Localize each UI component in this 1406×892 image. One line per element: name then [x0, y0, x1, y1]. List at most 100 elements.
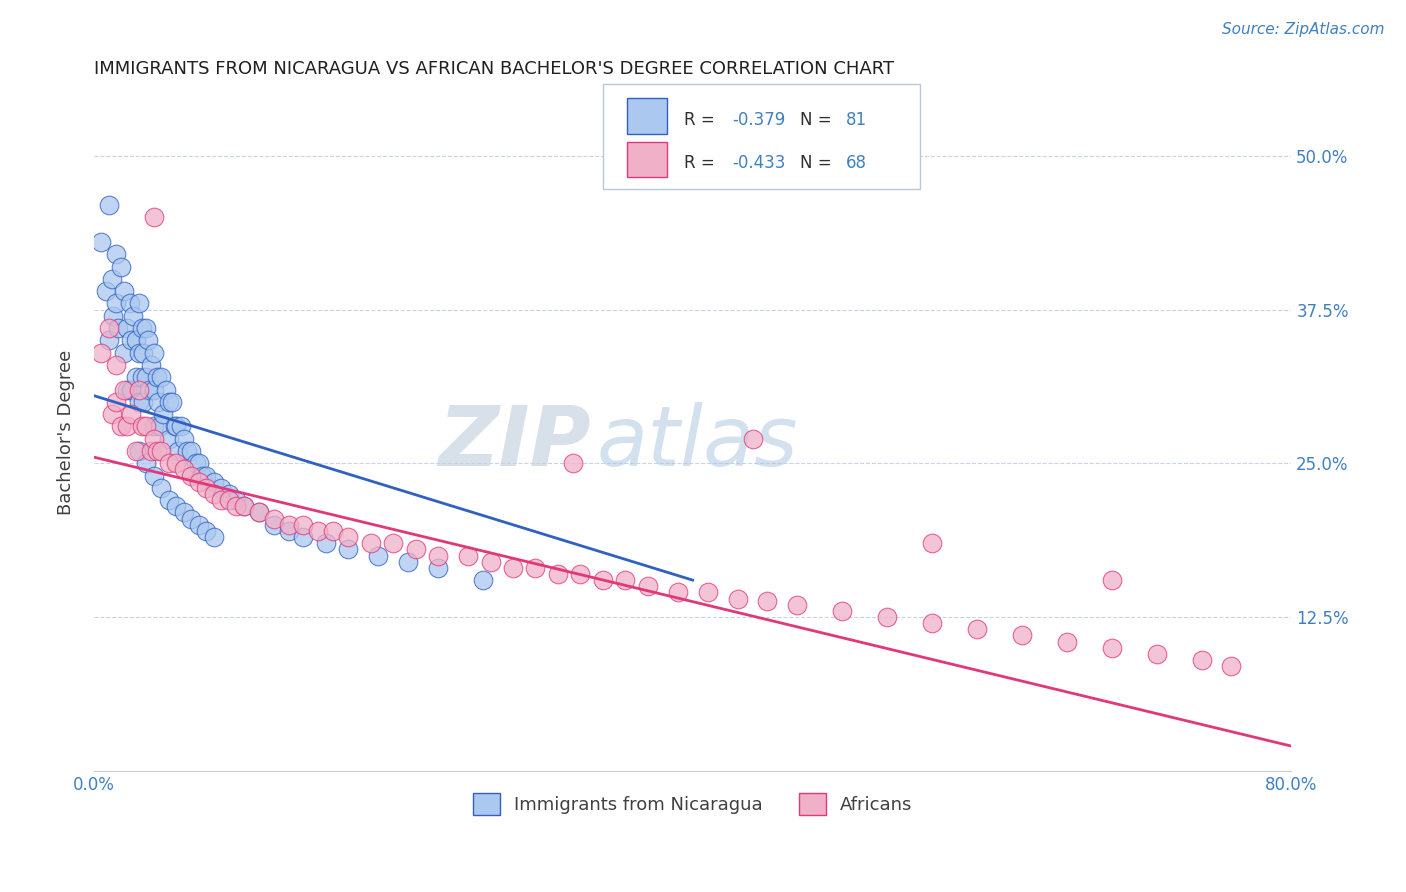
Point [396, 555, 419, 569]
Point [105, 247, 128, 261]
Point [112, 284, 135, 298]
Point [135, 321, 157, 335]
Point [322, 524, 344, 538]
Point [101, 407, 124, 421]
Point [479, 555, 502, 569]
Point [125, 334, 148, 348]
Text: ZIP: ZIP [439, 402, 591, 483]
Point [165, 456, 187, 470]
Point [97, 198, 120, 212]
Point [756, 594, 779, 608]
Point [277, 517, 299, 532]
Point [131, 321, 153, 335]
Point [202, 530, 225, 544]
Point [105, 358, 128, 372]
FancyBboxPatch shape [627, 98, 668, 134]
Point [110, 260, 132, 274]
Point [132, 394, 155, 409]
Point [166, 444, 188, 458]
Point [202, 487, 225, 501]
Point [120, 383, 142, 397]
Point [112, 383, 135, 397]
Point [173, 506, 195, 520]
Point [218, 487, 240, 501]
Point [103, 309, 125, 323]
Point [170, 419, 193, 434]
Point [405, 542, 427, 557]
Point [128, 444, 150, 458]
Point [128, 345, 150, 359]
Point [232, 500, 254, 514]
Point [666, 585, 689, 599]
Point [155, 383, 177, 397]
Point [263, 511, 285, 525]
Point [307, 524, 329, 538]
Point [1220, 659, 1243, 673]
Point [427, 549, 450, 563]
Point [1146, 647, 1168, 661]
Point [876, 610, 898, 624]
Point [146, 370, 169, 384]
Point [157, 394, 180, 409]
Point [90, 345, 112, 359]
Point [139, 444, 162, 458]
Point [152, 407, 174, 421]
Point [139, 358, 162, 372]
Point [831, 604, 853, 618]
Point [921, 536, 943, 550]
Point [592, 573, 614, 587]
Point [1101, 573, 1123, 587]
Point [150, 370, 173, 384]
Point [138, 383, 160, 397]
Point [786, 598, 808, 612]
Point [966, 622, 988, 636]
FancyBboxPatch shape [603, 84, 920, 189]
Point [142, 345, 165, 359]
Legend: Immigrants from Nicaragua, Africans: Immigrants from Nicaragua, Africans [465, 786, 920, 822]
Point [110, 419, 132, 434]
Point [218, 493, 240, 508]
Point [121, 309, 143, 323]
Point [187, 475, 209, 489]
Point [150, 481, 173, 495]
Point [163, 419, 186, 434]
Text: N =: N = [800, 112, 838, 129]
Point [382, 536, 405, 550]
Point [94, 284, 117, 298]
Point [187, 517, 209, 532]
Point [142, 419, 165, 434]
Point [502, 561, 524, 575]
Point [1011, 628, 1033, 642]
Point [741, 432, 763, 446]
Point [337, 530, 360, 544]
Point [225, 500, 247, 514]
Point [157, 493, 180, 508]
Point [195, 468, 218, 483]
Point [232, 500, 254, 514]
Point [142, 432, 165, 446]
Point [97, 334, 120, 348]
Point [149, 419, 172, 434]
Point [472, 573, 495, 587]
Point [165, 419, 187, 434]
Point [195, 481, 218, 495]
Point [209, 493, 232, 508]
Point [173, 432, 195, 446]
Point [135, 370, 157, 384]
FancyBboxPatch shape [627, 142, 668, 177]
Point [337, 542, 360, 557]
Point [157, 456, 180, 470]
Point [180, 444, 202, 458]
Point [427, 561, 450, 575]
Point [142, 383, 165, 397]
Point [125, 370, 148, 384]
Text: -0.433: -0.433 [733, 154, 786, 172]
Point [157, 432, 180, 446]
Point [225, 493, 247, 508]
Point [524, 561, 547, 575]
Point [135, 456, 157, 470]
Point [637, 579, 659, 593]
Point [142, 211, 165, 225]
Point [190, 468, 212, 483]
Point [125, 444, 148, 458]
